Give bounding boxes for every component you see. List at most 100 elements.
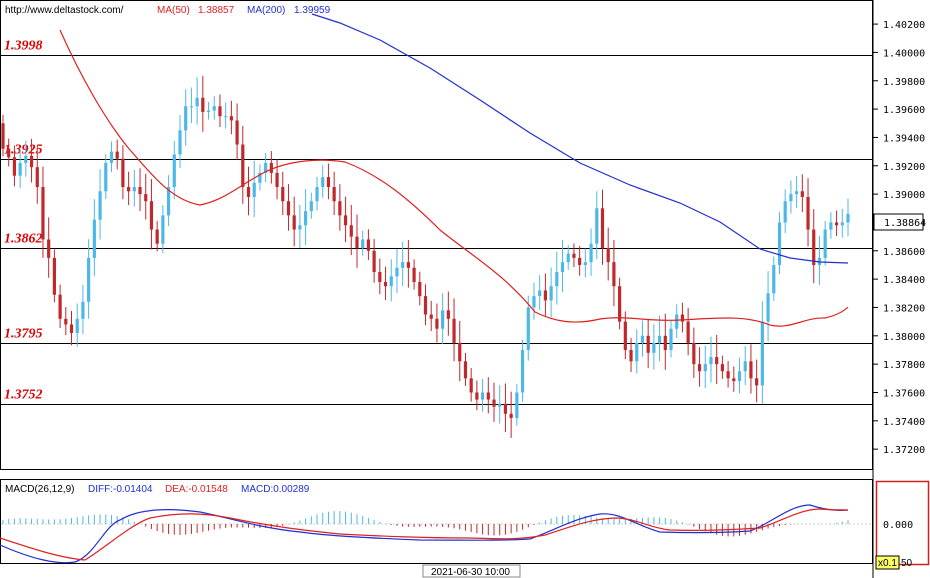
- candle-body-134: [766, 293, 770, 322]
- candle-body-104: [595, 208, 599, 244]
- candle-body-135: [772, 264, 776, 294]
- candle-body-114: [652, 342, 656, 353]
- macd-scale-box: [875, 555, 900, 570]
- candle-body-62: [355, 236, 359, 248]
- candle-body-148: [846, 213, 850, 223]
- candle-body-126: [720, 364, 724, 372]
- candle-body-25: [144, 194, 148, 202]
- candle-body-112: [640, 335, 645, 343]
- candle-body-116: [663, 335, 667, 350]
- candle-body-50: [286, 201, 291, 216]
- candle-body-39: [224, 116, 228, 118]
- candle-body-144: [823, 229, 827, 258]
- candle-body-94: [538, 290, 542, 297]
- candle-body-124: [709, 357, 713, 365]
- current-price-tag: 1.38864: [873, 213, 926, 231]
- candle-body-17: [98, 191, 102, 220]
- candle-body-71: [406, 262, 410, 268]
- source-url[interactable]: http://www.deltastock.com/: [5, 5, 124, 16]
- candle-body-146: [834, 222, 839, 226]
- candle-body-20: [115, 151, 119, 159]
- level-label-2: 1.3862: [4, 232, 43, 247]
- price-tick-label-0: 1.40200: [883, 20, 925, 31]
- candle-body-133: [760, 321, 764, 386]
- candle-body-64: [366, 239, 371, 251]
- candle-body-108: [618, 286, 622, 322]
- macd-macd-value: MACD:0.00289: [241, 484, 310, 495]
- candle-body-84: [480, 392, 485, 400]
- candle-body-61: [349, 225, 353, 237]
- time-label-box: [422, 564, 521, 578]
- candle-body-78: [446, 310, 450, 319]
- candle-body-41: [235, 120, 239, 145]
- candle-body-49: [281, 187, 285, 202]
- candle-body-118: [675, 314, 679, 329]
- candle-body-74: [423, 296, 428, 315]
- price-tick-label-13: 1.37600: [883, 388, 925, 399]
- price-tick-label-9: 1.38400: [883, 275, 925, 286]
- candle-body-45: [258, 172, 262, 183]
- macd-zero-label: 0.000: [883, 520, 913, 531]
- price-tick-label-4: 1.39400: [883, 133, 925, 144]
- candle-body-70: [401, 262, 405, 268]
- candle-body-23: [132, 187, 136, 192]
- candle-body-51: [292, 215, 296, 230]
- price-tick-label-5: 1.39200: [883, 162, 925, 173]
- candle-body-19: [109, 151, 114, 163]
- current-price-value: 1.38864: [884, 218, 926, 229]
- candle-body-40: [229, 116, 233, 121]
- candle-body-139: [795, 191, 799, 195]
- candle-body-31: [178, 130, 182, 155]
- candle-body-68: [389, 276, 393, 287]
- candle-body-42: [241, 144, 245, 188]
- price-tick-label-8: 1.38600: [883, 247, 925, 258]
- candle-body-83: [475, 392, 479, 400]
- candle-body-136: [777, 222, 782, 265]
- candle-body-128: [732, 378, 736, 382]
- time-label: 2021-06-30 10:00: [431, 567, 510, 578]
- candle-body-125: [715, 357, 719, 365]
- candle-body-111: [635, 342, 639, 362]
- candle-body-55: [315, 187, 319, 202]
- candle-body-47: [269, 162, 273, 173]
- candle-body-97: [555, 272, 559, 287]
- price-panel-frame: [0, 0, 873, 470]
- ma200-label: MA(200): [247, 5, 285, 16]
- candle-body-9: [52, 257, 56, 295]
- macd-scale-label: x0.1: [878, 558, 897, 569]
- candle-body-85: [486, 392, 490, 400]
- candle-body-1: [7, 148, 11, 158]
- candle-body-89: [509, 413, 513, 418]
- candle-body-140: [800, 191, 804, 197]
- candle-body-57: [326, 177, 331, 188]
- candle-body-95: [543, 290, 547, 301]
- current-price-box: [873, 213, 924, 231]
- candle-body-33: [189, 106, 194, 108]
- candle-body-122: [697, 364, 702, 372]
- level-label-3: 1.3795: [4, 327, 43, 342]
- candle-body-103: [589, 243, 593, 263]
- price-tick-label-2: 1.39800: [883, 77, 925, 88]
- candle-body-77: [441, 310, 445, 329]
- candle-body-105: [600, 208, 605, 248]
- candle-body-44: [252, 182, 256, 197]
- candle-body-76: [435, 318, 439, 329]
- macd-axis-highlight[interactable]: [875, 480, 930, 566]
- macd-diff-line: [0, 504, 849, 564]
- candle-body-129: [737, 371, 742, 382]
- price-tick-label-10: 1.38200: [883, 303, 925, 314]
- candle-body-3: [18, 162, 22, 176]
- candle-body-30: [172, 154, 176, 188]
- candle-body-65: [372, 250, 376, 273]
- candle-body-102: [583, 262, 587, 265]
- macd-dea-line: [0, 508, 849, 561]
- ma50-value: 1.38857: [198, 5, 235, 16]
- ma200-line: [311, 13, 849, 264]
- candle-body-101: [578, 257, 582, 265]
- candle-body-43: [246, 187, 251, 197]
- candle-body-72: [412, 267, 416, 282]
- candle-body-52: [298, 225, 302, 230]
- candle-body-106: [606, 247, 610, 263]
- price-tick-label-3: 1.39600: [883, 105, 925, 116]
- candle-body-27: [155, 229, 159, 244]
